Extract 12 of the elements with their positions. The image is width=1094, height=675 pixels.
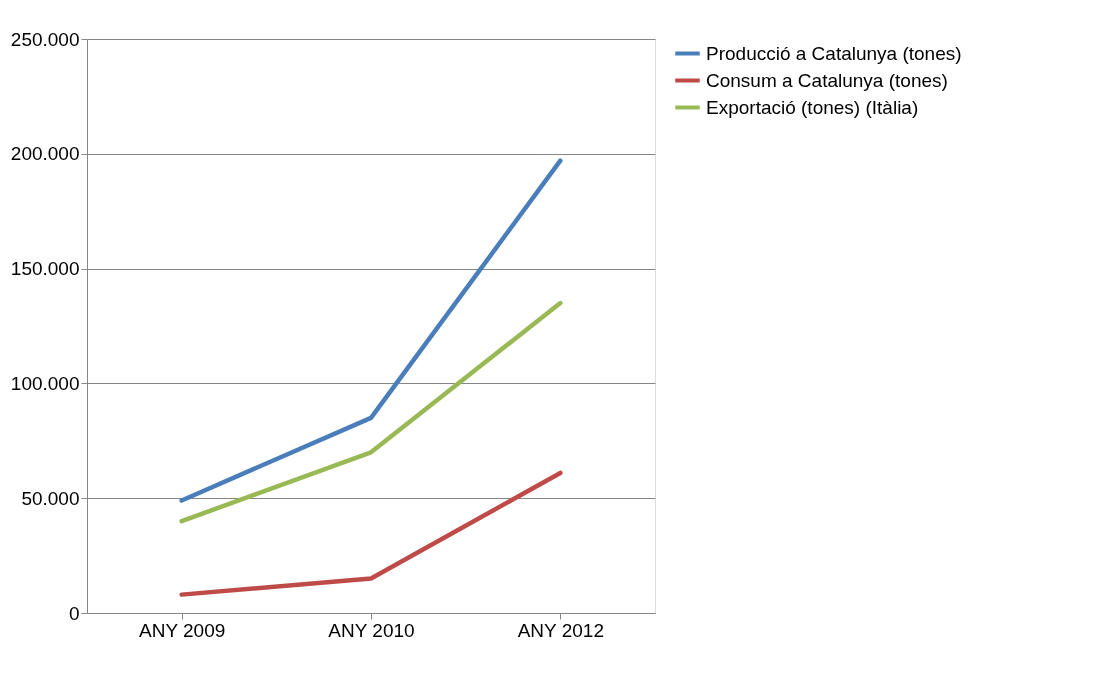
y-tick-label: 50.000 xyxy=(21,487,80,509)
y-tick-label: 250.000 xyxy=(10,28,80,50)
legend-label: Producció a Catalunya (tones) xyxy=(706,42,962,64)
y-tick-label: 100.000 xyxy=(10,372,80,394)
y-tick-label: 200.000 xyxy=(10,143,80,165)
x-tick-label: ANY 2010 xyxy=(328,619,415,641)
legend-label: Consum a Catalunya (tones) xyxy=(706,69,948,91)
legend-label: Exportació (tones) (Itàlia) xyxy=(706,96,919,118)
x-tick-label: ANY 2009 xyxy=(139,619,226,641)
x-tick-label: ANY 2012 xyxy=(517,619,604,641)
y-tick-label: 0 xyxy=(68,602,80,624)
y-tick-label: 150.000 xyxy=(10,258,80,280)
